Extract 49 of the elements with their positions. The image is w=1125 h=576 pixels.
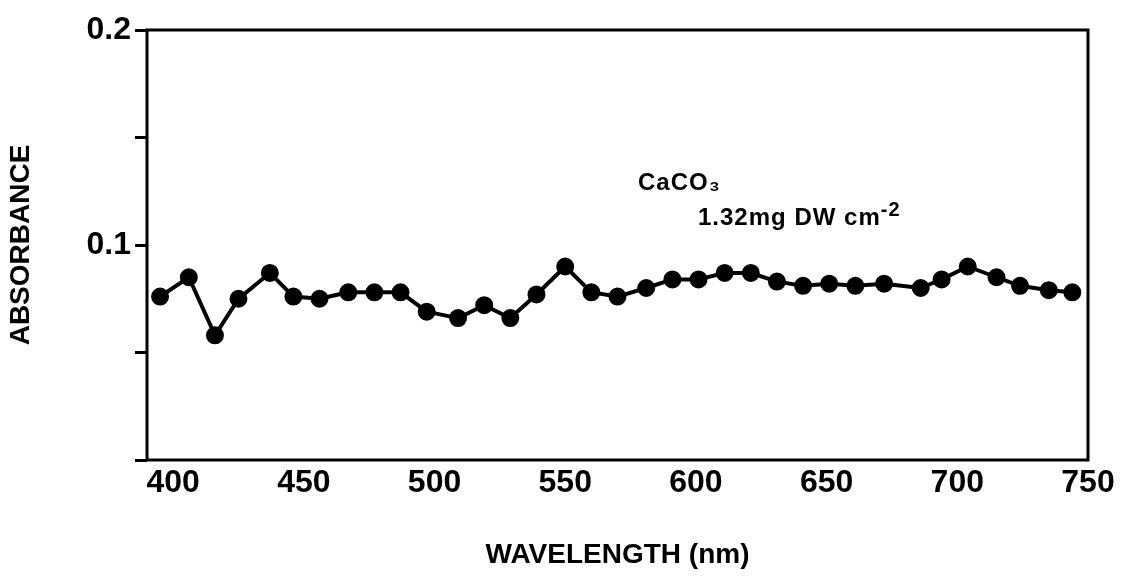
point — [958, 257, 977, 276]
x-tick-label: 650 — [799, 463, 854, 500]
point — [637, 279, 656, 297]
annotation: 1.32mg DW cm$^{-2}$ — [698, 198, 901, 231]
point — [365, 283, 384, 302]
point — [260, 263, 279, 282]
point — [846, 276, 865, 295]
point — [689, 270, 708, 289]
point — [932, 270, 951, 289]
x-tick-label: 600 — [669, 463, 723, 500]
point — [151, 287, 170, 306]
point — [987, 268, 1006, 287]
point — [339, 283, 358, 302]
point — [417, 302, 436, 321]
x-tick-label: 700 — [930, 463, 984, 500]
y-tick-label: 0.1 — [86, 224, 131, 261]
point — [310, 289, 329, 308]
point — [1011, 276, 1030, 295]
x-tick-label: 500 — [407, 463, 462, 500]
point — [527, 285, 546, 304]
point — [875, 274, 894, 293]
y-tick-label: 0.2 — [86, 9, 131, 46]
point — [475, 296, 494, 315]
point — [205, 326, 224, 345]
point — [284, 287, 303, 306]
point — [820, 274, 839, 293]
x-tick-label: 750 — [1061, 463, 1115, 500]
y-axis-title: ABSORBANCE — [3, 144, 35, 346]
point — [501, 309, 520, 328]
annotation: CaCO₃ — [638, 168, 721, 196]
x-tick-label: 550 — [538, 463, 592, 500]
point — [582, 283, 601, 302]
point — [1039, 281, 1058, 300]
point — [715, 263, 734, 282]
point — [1063, 283, 1082, 302]
point — [663, 270, 682, 289]
point — [608, 287, 627, 306]
x-tick-label: 400 — [146, 463, 200, 500]
point — [449, 309, 468, 328]
point — [741, 263, 760, 282]
x-tick-label: 450 — [277, 463, 331, 500]
point — [229, 289, 248, 308]
point — [767, 272, 786, 291]
point — [911, 279, 930, 297]
point — [179, 268, 198, 287]
x-axis-title: WAVELENGTH (nm) — [485, 537, 750, 569]
point — [556, 257, 575, 276]
point — [391, 283, 410, 302]
point — [794, 276, 813, 295]
